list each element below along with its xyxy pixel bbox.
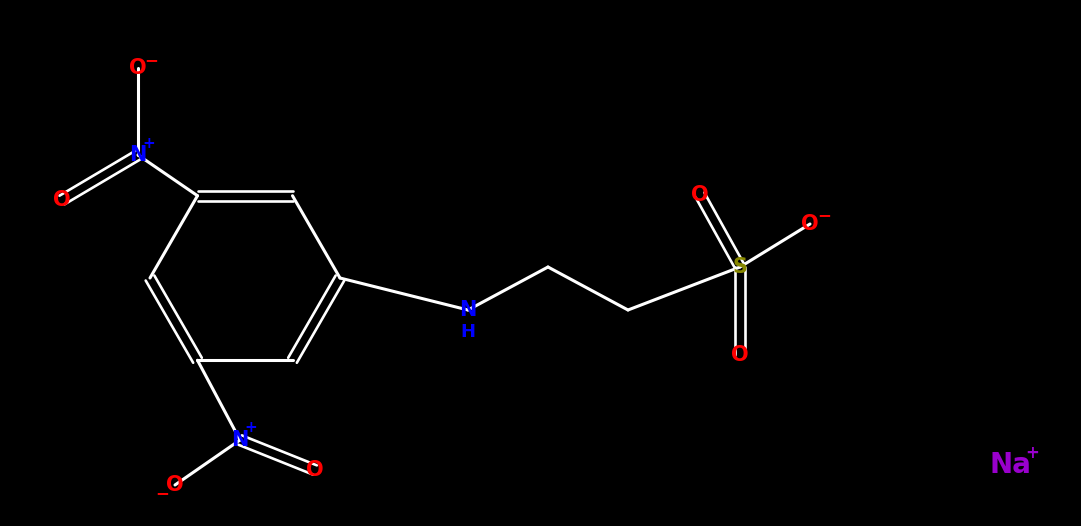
Text: +: + [1025,444,1039,462]
Text: Na: Na [989,451,1031,479]
Text: S: S [733,257,747,277]
Text: O: O [53,190,71,210]
Text: O: O [801,214,818,234]
Text: +: + [143,136,156,150]
Text: O: O [130,58,147,78]
Text: +: + [244,420,257,436]
Text: O: O [166,475,184,495]
Text: N: N [459,300,477,320]
Text: −: − [155,484,169,502]
Text: −: − [144,51,158,69]
Text: −: − [817,206,831,224]
Text: O: O [306,460,324,480]
Text: O: O [731,345,749,365]
Text: N: N [231,430,249,450]
Text: H: H [461,323,476,341]
Text: N: N [130,145,147,165]
Text: O: O [691,185,709,205]
